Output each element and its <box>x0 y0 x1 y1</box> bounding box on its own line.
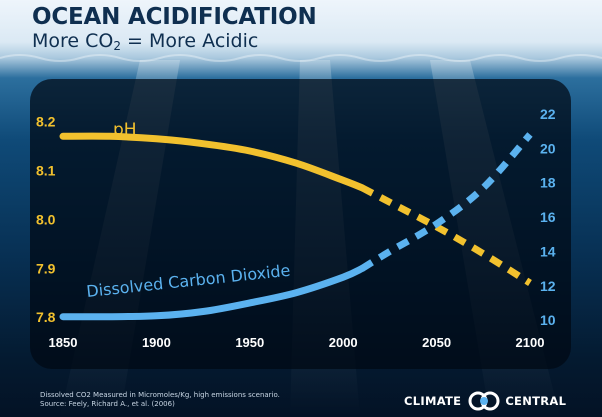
y-right-tick-label: 18 <box>540 175 556 191</box>
co2-line-projected <box>360 132 533 272</box>
chart-panel: 8.2 8.1 8.0 7.9 7.8 22 20 18 16 14 12 10 1850 1900 195… <box>30 79 571 369</box>
x-tick-label: 2100 <box>516 335 545 350</box>
y-left-tick-label: 8.0 <box>36 211 56 227</box>
climate-central-logo: CLIMATE CENTRAL <box>404 391 566 411</box>
line-chart: 8.2 8.1 8.0 7.9 7.8 22 20 18 16 14 12 10 1850 1900 195… <box>36 106 556 350</box>
y-right-tick-label: 16 <box>540 209 556 225</box>
footer-note-line1: Dissolved CO2 Measured in Micromoles/Kg,… <box>40 391 280 399</box>
y-left-tick-label: 8.2 <box>36 114 56 130</box>
x-tick-label: 1950 <box>235 335 264 350</box>
subtitle-suffix: = More Acidic <box>121 30 259 52</box>
y-right-tick-label: 12 <box>540 278 556 294</box>
ph-line-projected <box>360 184 532 286</box>
subtitle-prefix: More CO <box>32 30 114 52</box>
ph-line-solid <box>59 132 366 192</box>
x-tick-label: 2050 <box>422 335 451 350</box>
co2-series-label: Dissolved Carbon Dioxide <box>85 261 291 301</box>
y-right-tick-label: 22 <box>540 106 556 122</box>
linked-circles-logo-icon <box>468 391 500 411</box>
y-right-tick-label: 14 <box>540 243 556 259</box>
x-tick-label: 2000 <box>329 335 358 350</box>
page-subtitle: More CO2 = More Acidic <box>32 30 258 53</box>
footer-source-line: Source: Feely, Richard A., et al. (2006) <box>40 400 175 408</box>
logo-word-left: CLIMATE <box>404 394 462 408</box>
x-tick-label: 1900 <box>142 335 171 350</box>
y-left-tick-label: 8.1 <box>36 163 56 179</box>
y-left-tick-label: 7.9 <box>36 260 56 276</box>
y-left-tick-label: 7.8 <box>36 309 56 325</box>
x-tick-label: 1850 <box>49 335 78 350</box>
subtitle-subscript: 2 <box>113 39 122 53</box>
footer-note: Dissolved CO2 Measured in Micromoles/Kg,… <box>40 391 280 409</box>
co2-line-solid <box>59 265 366 321</box>
logo-word-right: CENTRAL <box>505 394 567 408</box>
y-right-tick-label: 20 <box>540 140 556 156</box>
y-right-tick-label: 10 <box>540 312 556 328</box>
ph-series-label: pH <box>113 120 137 140</box>
page-title: OCEAN ACIDIFICATION <box>32 4 317 30</box>
